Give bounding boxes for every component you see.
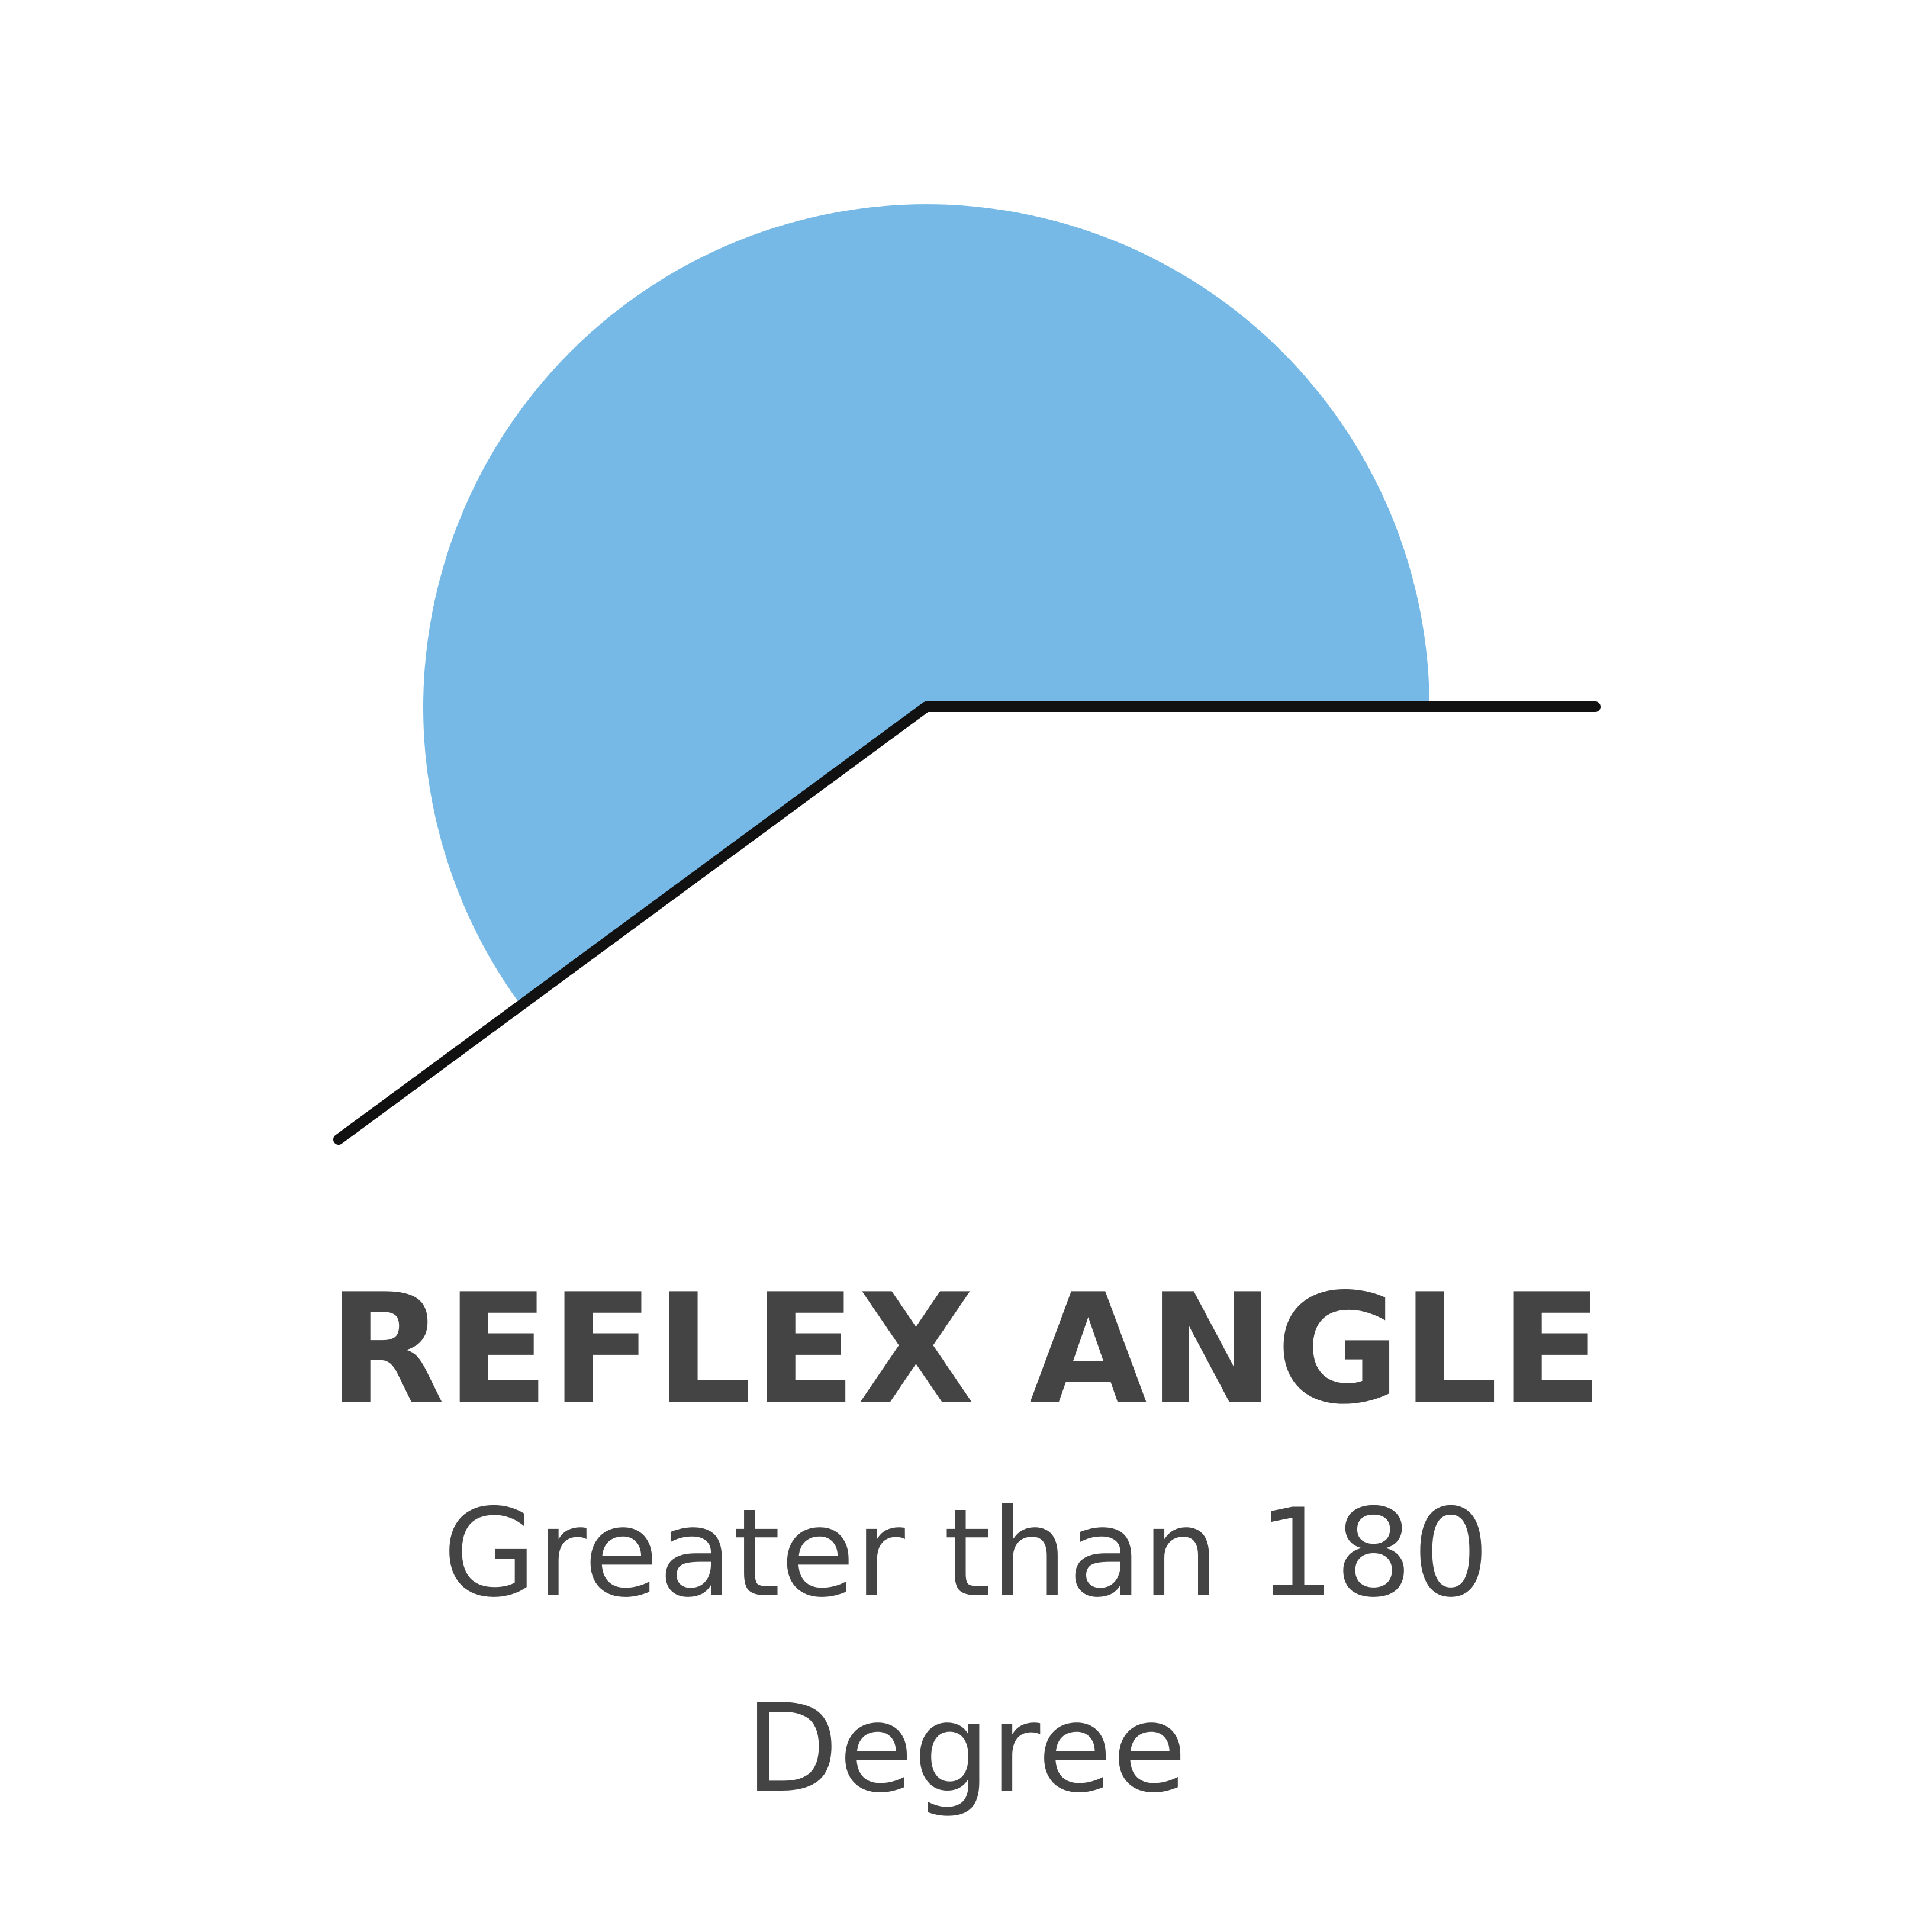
angle-rays bbox=[333, 701, 1601, 1145]
angle-title: REFLEX ANGLE bbox=[328, 1261, 1604, 1438]
angle-arc-fill bbox=[423, 204, 1429, 1004]
angle-description-line-1: Greater than 180 bbox=[442, 1483, 1490, 1624]
angle-description: Greater than 180 Degree bbox=[0, 1456, 1932, 1847]
angle-description-line-2: Degree bbox=[745, 1679, 1187, 1820]
reflex-angle-diagram bbox=[333, 204, 1601, 1145]
